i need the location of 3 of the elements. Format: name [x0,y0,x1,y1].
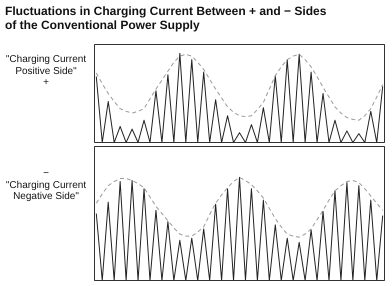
y-axis-title: "Charging Current Positive Side" + [6,54,86,88]
y-axis-title: − "Charging Current Negative Side" [6,168,86,202]
chart-title: Fluctuations in Charging Current Between + and − Sides of the Conventional Power Supply [5,4,326,33]
